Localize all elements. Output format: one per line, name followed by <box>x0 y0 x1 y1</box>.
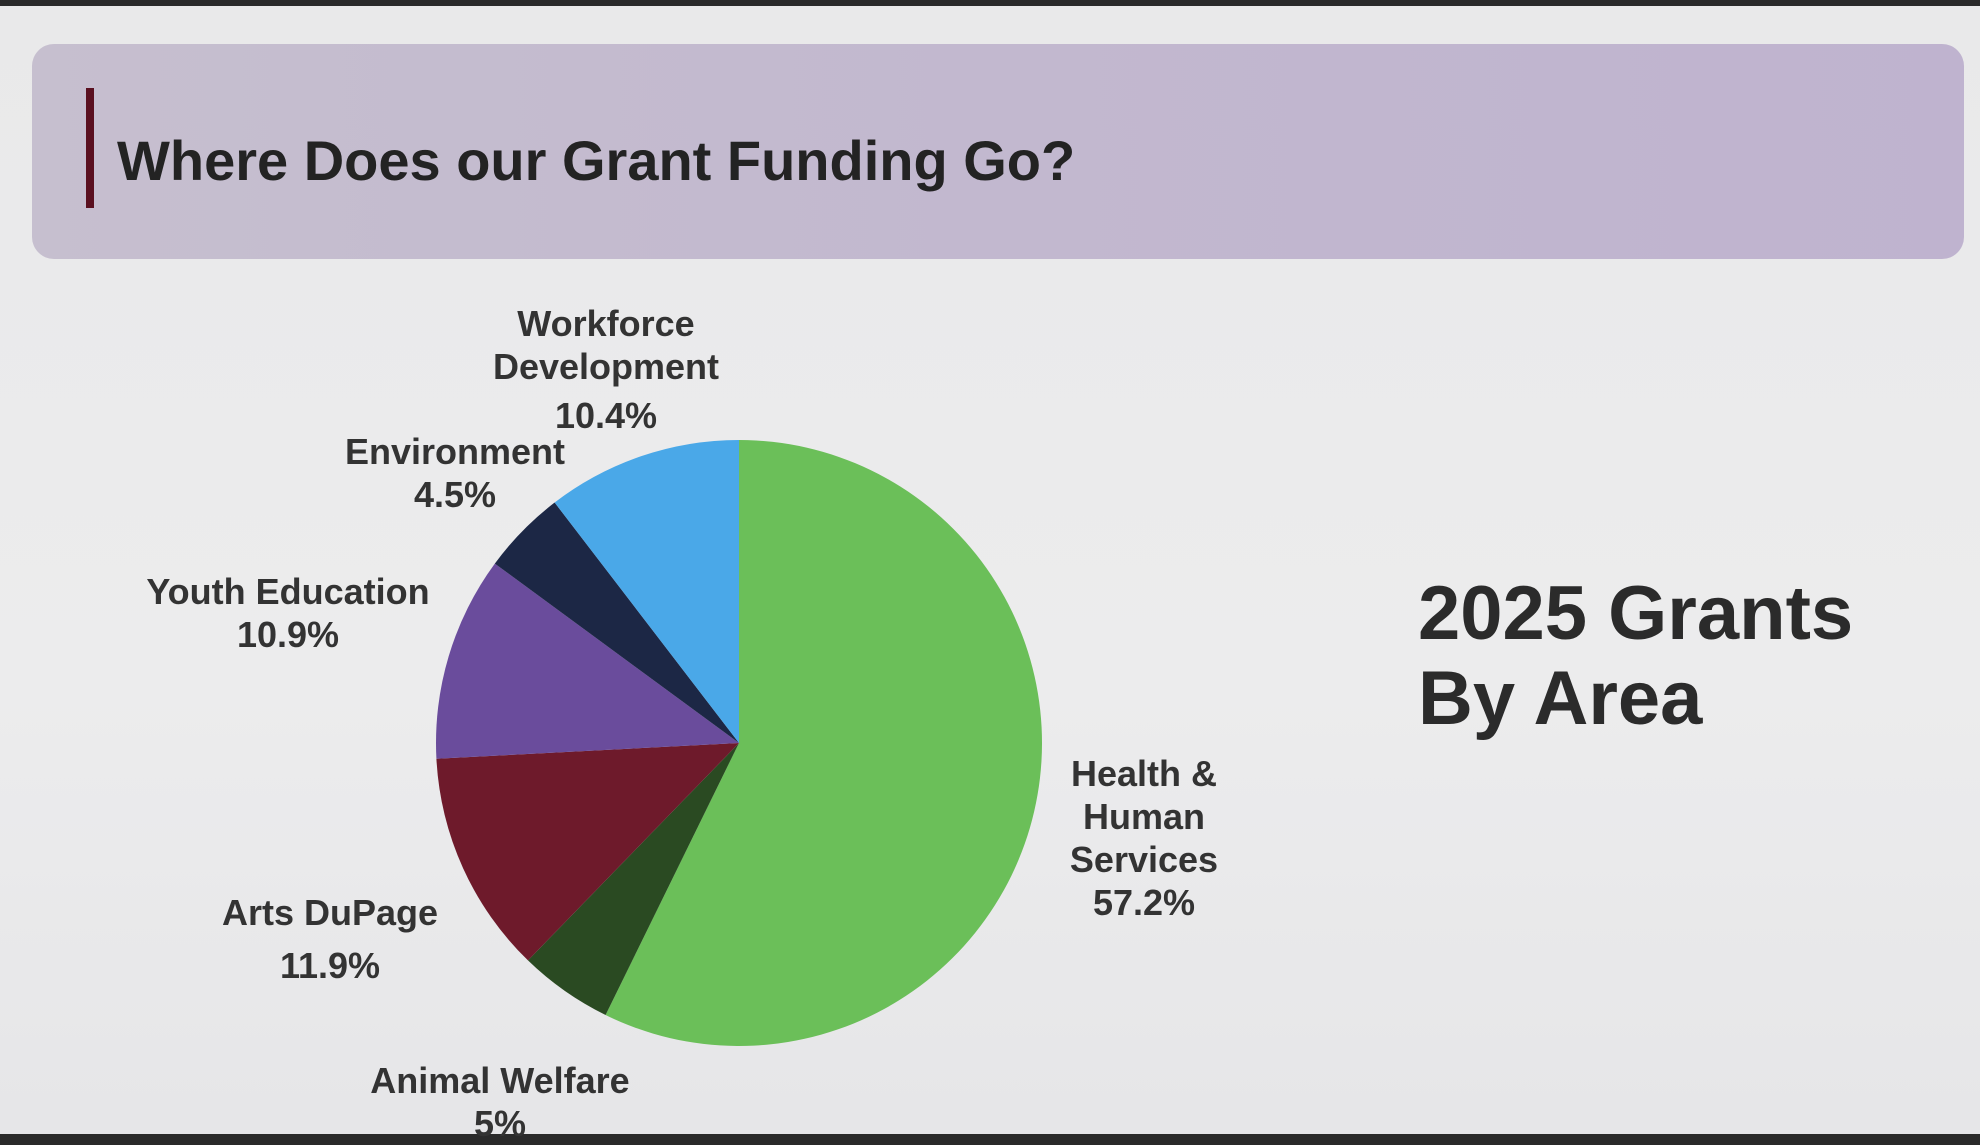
slice-label: Environment 4.5% <box>255 430 655 516</box>
header-accent <box>86 88 94 208</box>
value-label: 4.5% <box>413 474 497 515</box>
slice-label: Workforce Development 10.4% <box>481 302 731 437</box>
slice-label: Youth Education 10.9% <box>88 570 488 656</box>
pie-slice <box>605 440 1042 1046</box>
category-label: Arts DuPage <box>221 892 439 933</box>
value-label: 57.2% <box>1092 882 1196 923</box>
slice-label: Arts DuPage 11.9% <box>130 891 530 987</box>
pie-slice <box>436 563 739 759</box>
value-label: 11.9% <box>279 945 381 986</box>
category-label: Youth Education <box>146 571 430 612</box>
header-band <box>32 44 1964 259</box>
value-label: 5% <box>473 1103 527 1144</box>
pie-slice <box>554 440 739 743</box>
pie-chart <box>436 440 1042 1046</box>
category-label: Animal Welfare <box>370 1060 630 1101</box>
slice-label: Health & Human Services 57.2% <box>1049 752 1239 924</box>
category-label: Workforce Development <box>492 303 720 387</box>
slice-label: Animal Welfare 5% <box>300 1059 700 1145</box>
category-label: Environment <box>344 431 566 472</box>
slide: Where Does our Grant Funding Go? 2025 Gr… <box>0 6 1980 1144</box>
value-label: 10.9% <box>236 614 340 655</box>
pie-slice <box>527 743 739 1016</box>
pie-slice <box>436 743 739 961</box>
pie-slice <box>494 502 739 743</box>
value-label: 10.4% <box>554 395 658 436</box>
title: Where Does our Grant Funding Go? <box>117 129 1076 192</box>
side-text: 2025 Grants By Area <box>1418 571 1854 741</box>
category-label: Health & Human Services <box>1069 753 1219 880</box>
